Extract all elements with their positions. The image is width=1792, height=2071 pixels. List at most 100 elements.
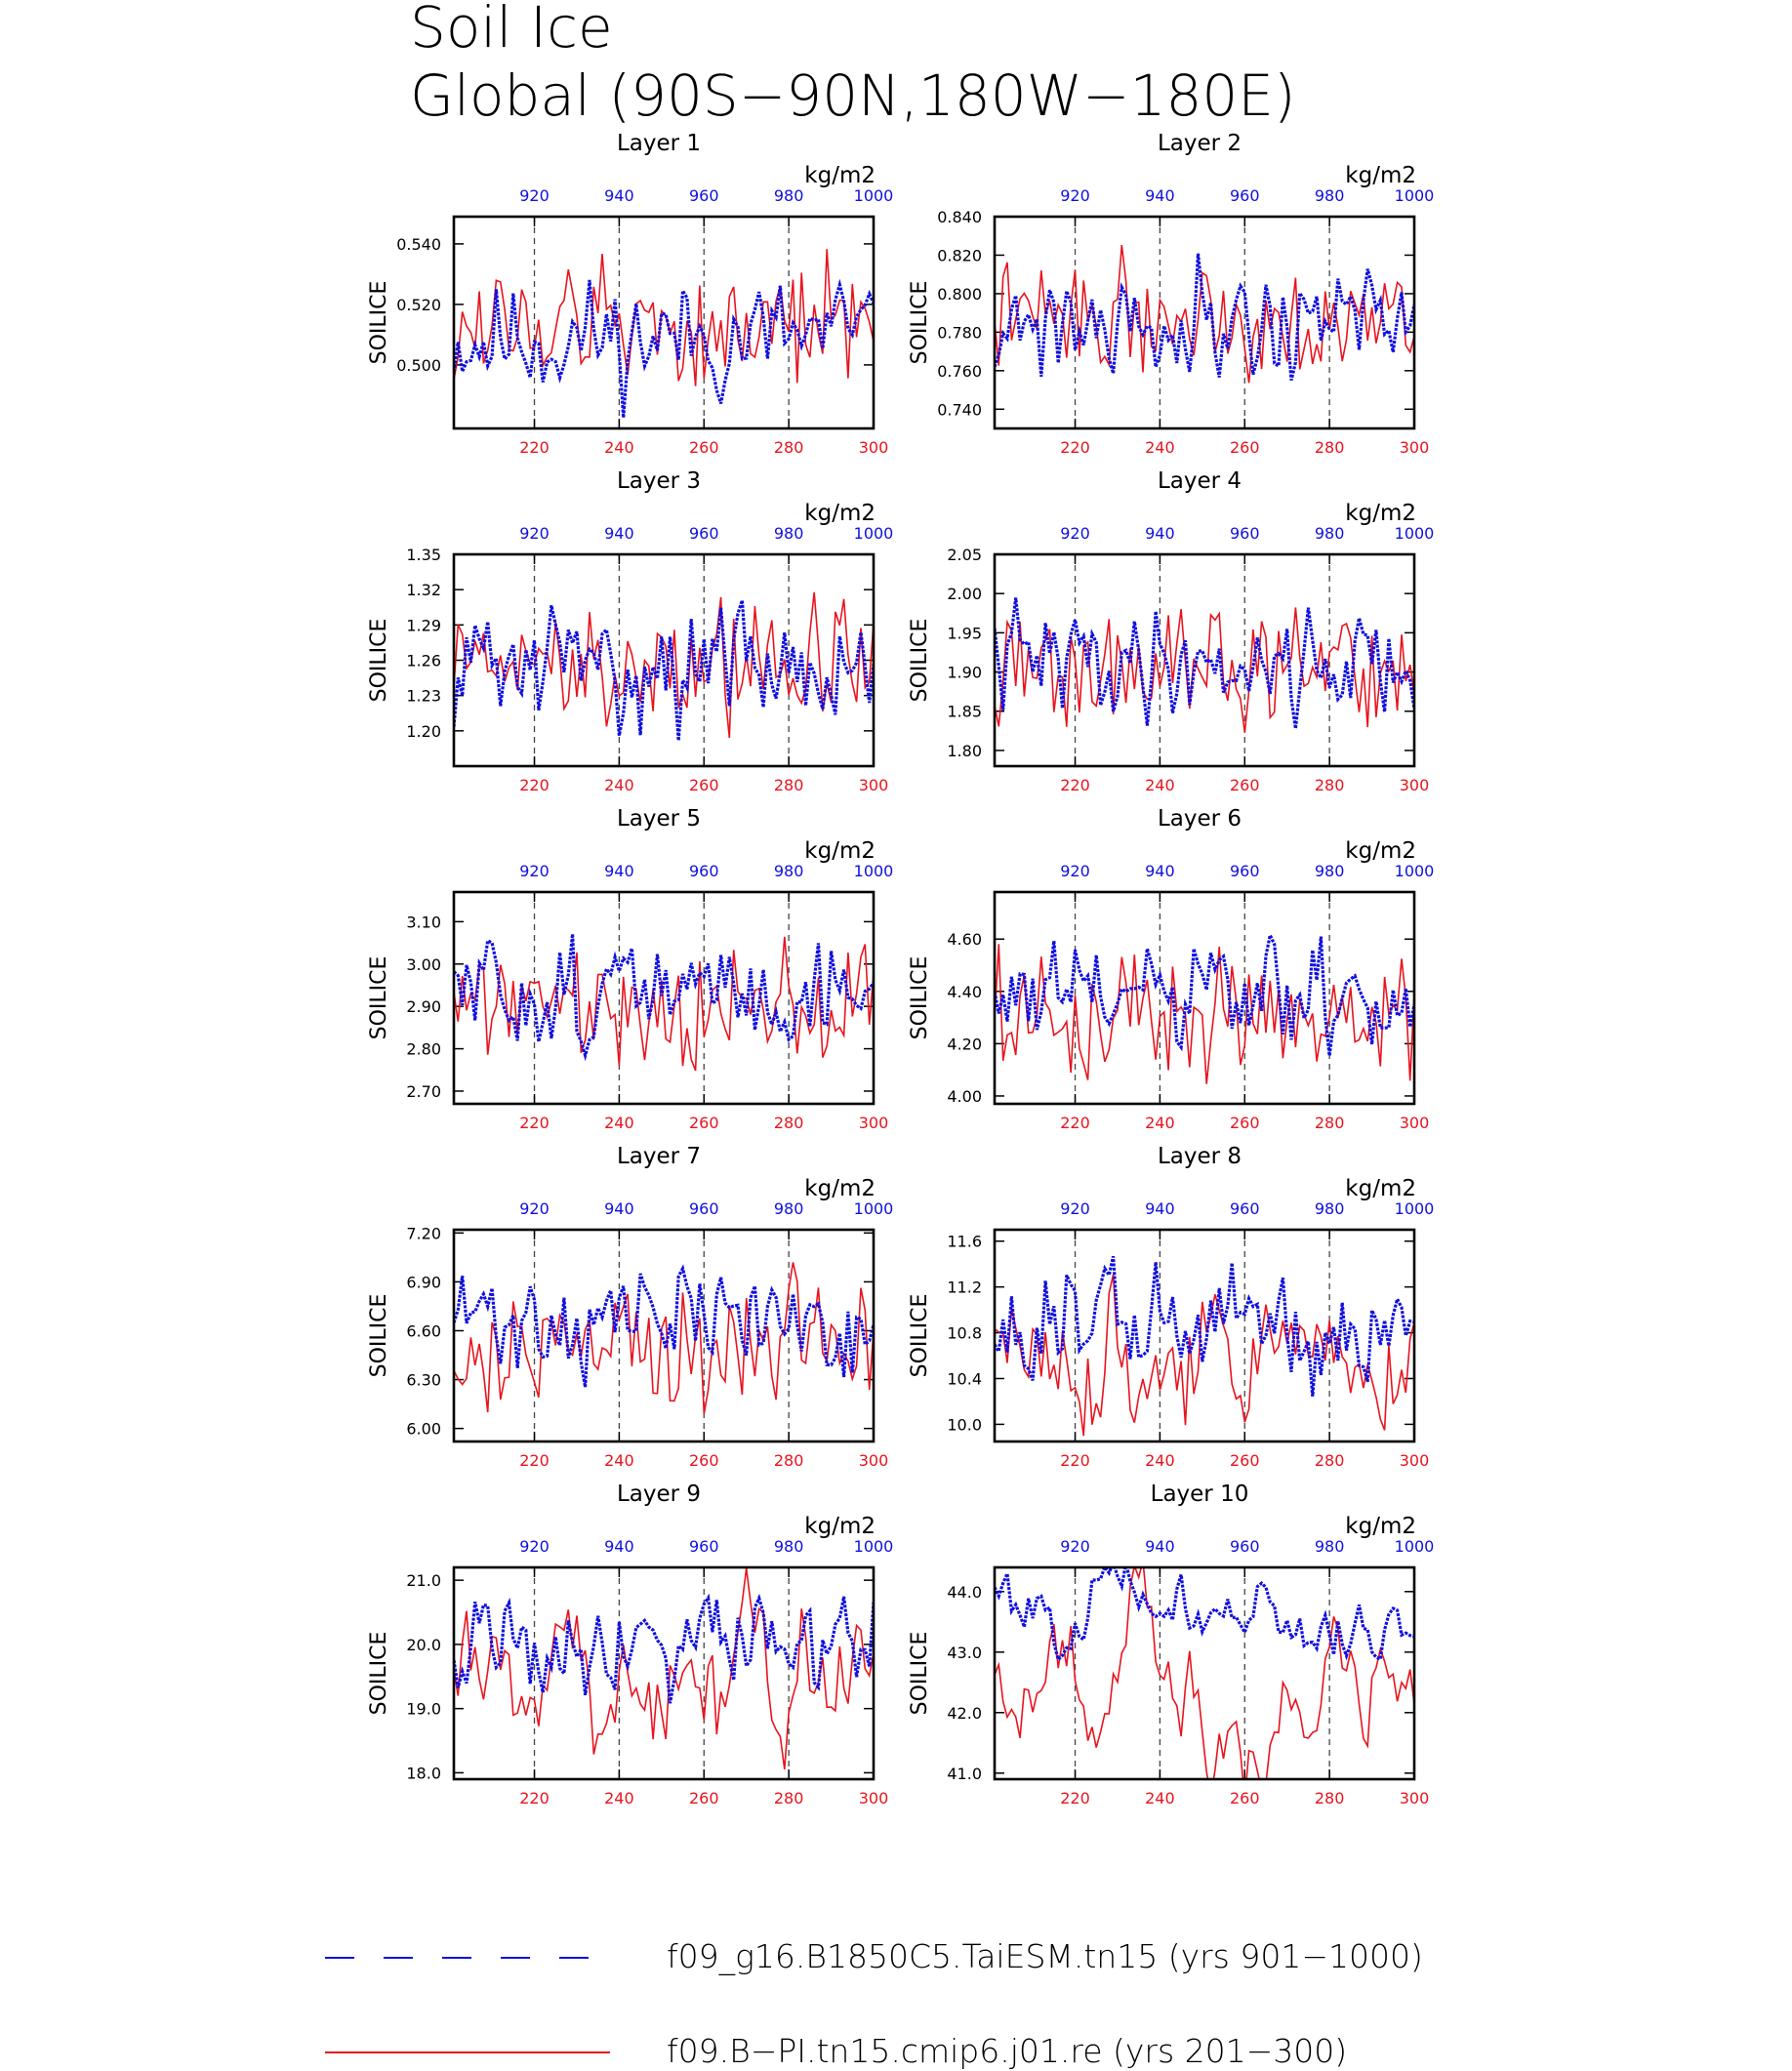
- x-tick-label-top: 960: [1230, 524, 1260, 543]
- units-label: kg/m2: [804, 1176, 876, 1201]
- x-tick-label-top: 940: [604, 186, 634, 205]
- x-tick-label-top: 920: [519, 1199, 550, 1218]
- y-axis-label: SOILICE: [367, 619, 391, 703]
- x-tick-label-top: 980: [774, 1199, 804, 1218]
- y-axis-label: SOILICE: [367, 1294, 391, 1378]
- x-tick-label-top: 980: [774, 186, 804, 205]
- x-tick-label-bottom: 300: [1400, 1114, 1430, 1132]
- x-tick-label-bottom: 220: [1060, 776, 1090, 794]
- panel-title: Layer 9: [617, 1482, 701, 1507]
- x-tick-label-bottom: 300: [859, 1451, 889, 1470]
- x-tick-label-bottom: 260: [689, 438, 719, 457]
- x-tick-label-bottom: 280: [774, 1451, 804, 1470]
- panel-title: Layer 5: [617, 806, 701, 832]
- panel-title: Layer 4: [1158, 468, 1242, 494]
- y-tick-label: 10.4: [947, 1369, 982, 1388]
- x-tick-label-bottom: 300: [1400, 776, 1430, 794]
- y-tick-label: 2.05: [947, 546, 982, 564]
- y-tick-label: 2.80: [406, 1040, 441, 1059]
- y-tick-label: 4.40: [947, 983, 982, 1001]
- x-tick-label-top: 960: [689, 1199, 719, 1218]
- y-tick-label: 0.520: [396, 296, 441, 314]
- legend-label-case1: f09_g16.B1850C5.TaiESM.tn15 (yrs 901−100…: [667, 1937, 1423, 1976]
- y-axis-label: SOILICE: [367, 281, 391, 365]
- x-tick-label-bottom: 240: [604, 1789, 634, 1807]
- y-tick-label: 0.820: [937, 246, 982, 264]
- x-tick-label-bottom: 240: [604, 438, 634, 457]
- x-tick-label-bottom: 260: [1230, 1114, 1260, 1132]
- plot-frame: [452, 890, 876, 1106]
- series-line-case1: [995, 1255, 1414, 1397]
- panel-title: Layer 7: [617, 1144, 701, 1169]
- y-tick-label: 43.0: [947, 1644, 982, 1662]
- y-axis-label: SOILICE: [908, 1294, 932, 1378]
- x-tick-label-top: 1000: [854, 186, 894, 205]
- units-label: kg/m2: [804, 163, 876, 188]
- panel-title: Layer 6: [1158, 806, 1242, 832]
- y-tick-label: 10.0: [947, 1415, 982, 1434]
- x-tick-label-top: 1000: [1395, 186, 1435, 205]
- y-tick-label: 2.90: [406, 997, 441, 1016]
- y-tick-label: 0.500: [396, 356, 441, 375]
- y-tick-label: 1.85: [947, 703, 982, 721]
- x-tick-label-top: 920: [1060, 862, 1090, 880]
- panel-layer-3: Layer 3 kg/m2 SOILICE 220 240 260 280 300 920 940…: [367, 468, 893, 794]
- panel-title: Layer 1: [617, 131, 701, 156]
- x-tick-label-bottom: 240: [1145, 776, 1175, 794]
- units-label: kg/m2: [1345, 1176, 1416, 1201]
- x-tick-label-bottom: 240: [604, 1114, 634, 1132]
- series-line-case1: [995, 930, 1414, 1056]
- panel-title: Layer 10: [1151, 1482, 1249, 1507]
- x-tick-label-top: 940: [604, 862, 634, 880]
- y-axis-label: SOILICE: [908, 1632, 932, 1716]
- x-tick-label-bottom: 280: [1315, 1451, 1345, 1470]
- x-tick-label-top: 920: [1060, 1199, 1090, 1218]
- y-tick-label: 18.0: [406, 1764, 441, 1782]
- x-tick-label-bottom: 220: [519, 776, 550, 794]
- units-label: kg/m2: [1345, 1514, 1416, 1539]
- x-tick-label-top: 940: [1145, 1199, 1175, 1218]
- y-tick-label: 1.80: [947, 742, 982, 760]
- panel-layer-5: Layer 5 kg/m2 SOILICE 220 240 260 280 300 920 940…: [367, 806, 893, 1132]
- plot-frame: [452, 215, 876, 430]
- panel-layer-2: Layer 2 kg/m2 SOILICE 220 240 260 280 300 920 940…: [908, 131, 1434, 457]
- y-tick-label: 21.0: [406, 1571, 441, 1590]
- y-tick-label: 0.740: [937, 400, 982, 419]
- x-tick-label-bottom: 280: [1315, 1114, 1345, 1132]
- x-tick-label-bottom: 300: [859, 438, 889, 457]
- y-tick-label: 7.20: [406, 1224, 441, 1242]
- x-tick-label-top: 940: [604, 524, 634, 543]
- x-tick-label-top: 940: [604, 1199, 634, 1218]
- series-line-case2: [454, 1567, 874, 1770]
- x-tick-label-top: 1000: [1395, 1537, 1435, 1556]
- y-tick-label: 2.00: [947, 585, 982, 603]
- x-tick-label-bottom: 260: [1230, 776, 1260, 794]
- x-tick-label-bottom: 260: [689, 776, 719, 794]
- y-tick-label: 1.95: [947, 624, 982, 642]
- x-tick-label-top: 980: [1315, 524, 1345, 543]
- panel-layer-8: Layer 8 kg/m2 SOILICE 220 240 260 280 300 920 940…: [908, 1144, 1434, 1470]
- series-line-case2: [995, 944, 1414, 1084]
- x-tick-label-top: 920: [519, 186, 550, 205]
- x-tick-label-top: 940: [1145, 186, 1175, 205]
- y-tick-label: 6.90: [406, 1273, 441, 1291]
- plot-frame: [993, 552, 1416, 768]
- x-tick-label-top: 1000: [1395, 1199, 1435, 1218]
- legend-label-case2: f09.B−PI.tn15.cmip6.j01.re (yrs 201−300): [667, 2032, 1347, 2070]
- y-tick-label: 0.780: [937, 323, 982, 342]
- figure-title-line2: Global (90S−90N,180W−180E): [410, 62, 1296, 129]
- x-tick-label-bottom: 280: [1315, 776, 1345, 794]
- y-tick-label: 10.8: [947, 1324, 982, 1343]
- x-tick-label-top: 920: [519, 862, 550, 880]
- y-tick-label: 4.60: [947, 930, 982, 949]
- x-tick-label-bottom: 220: [1060, 1114, 1090, 1132]
- y-tick-label: 3.00: [406, 955, 441, 974]
- x-tick-label-top: 940: [1145, 1537, 1175, 1556]
- panel-layer-6: Layer 6 kg/m2 SOILICE 220 240 260 280 300 920 940…: [908, 806, 1434, 1132]
- x-tick-label-top: 960: [689, 524, 719, 543]
- x-tick-label-top: 980: [1315, 1537, 1345, 1556]
- y-tick-label: 0.800: [937, 285, 982, 304]
- x-tick-label-top: 960: [1230, 1537, 1260, 1556]
- x-tick-label-top: 920: [519, 1537, 550, 1556]
